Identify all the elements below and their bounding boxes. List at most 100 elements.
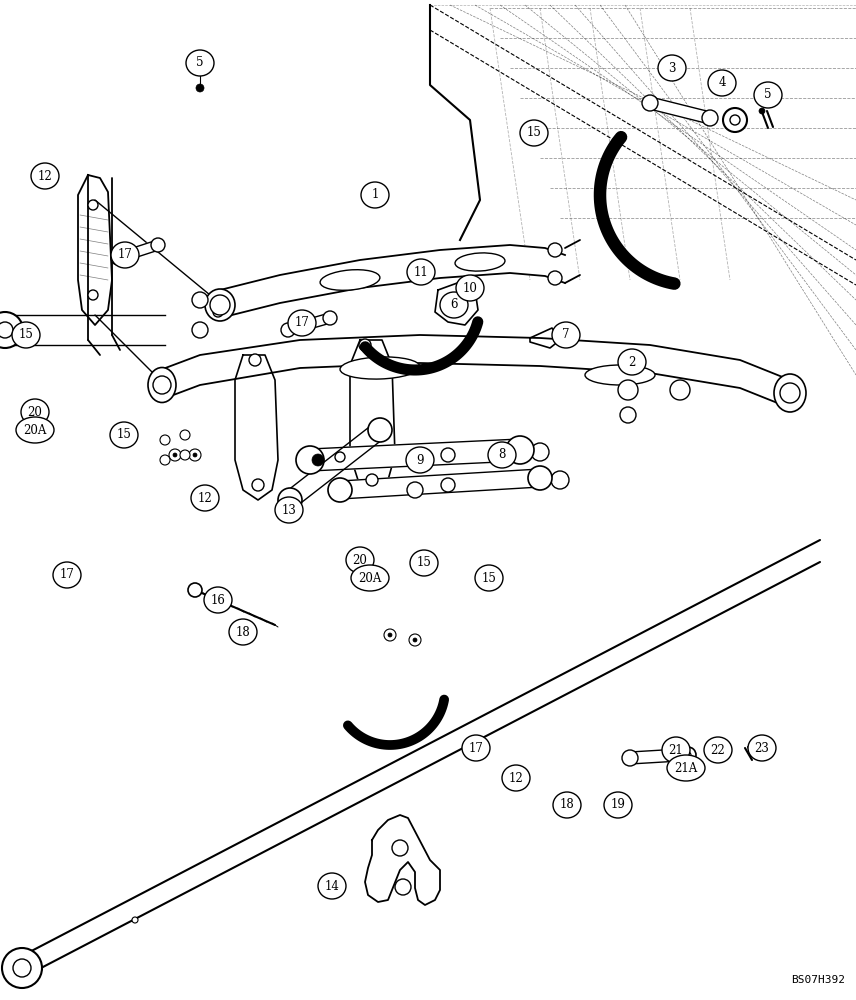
Ellipse shape	[488, 442, 516, 468]
Text: 15: 15	[482, 572, 496, 584]
Circle shape	[160, 455, 170, 465]
Circle shape	[213, 307, 223, 317]
Text: 20: 20	[27, 406, 43, 418]
Text: 20A: 20A	[23, 424, 47, 436]
Ellipse shape	[748, 735, 776, 761]
Ellipse shape	[520, 120, 548, 146]
Ellipse shape	[204, 587, 232, 613]
Circle shape	[323, 311, 337, 325]
Text: 21: 21	[669, 744, 683, 756]
Polygon shape	[235, 355, 278, 500]
Text: 22: 22	[710, 744, 725, 756]
Circle shape	[151, 238, 165, 252]
Circle shape	[281, 323, 295, 337]
Text: BS07H392: BS07H392	[791, 975, 845, 985]
Circle shape	[565, 806, 569, 810]
Text: 9: 9	[416, 454, 424, 466]
Text: 8: 8	[498, 448, 506, 462]
Circle shape	[2, 948, 42, 988]
Circle shape	[548, 271, 562, 285]
Ellipse shape	[229, 619, 257, 645]
Ellipse shape	[186, 50, 214, 76]
Text: 14: 14	[324, 880, 340, 892]
Text: 5: 5	[196, 56, 204, 70]
Ellipse shape	[110, 422, 138, 448]
Text: 17: 17	[294, 316, 309, 330]
Ellipse shape	[667, 755, 705, 781]
Text: 16: 16	[211, 593, 225, 606]
Circle shape	[160, 435, 170, 445]
Text: 12: 12	[198, 491, 212, 504]
Text: 12: 12	[508, 772, 523, 784]
Text: 15: 15	[19, 328, 33, 342]
Circle shape	[702, 110, 718, 126]
Polygon shape	[284, 423, 385, 507]
Circle shape	[680, 747, 696, 763]
Circle shape	[531, 443, 549, 461]
Circle shape	[210, 295, 230, 315]
Ellipse shape	[346, 547, 374, 573]
Ellipse shape	[148, 367, 176, 402]
Circle shape	[153, 376, 171, 394]
Circle shape	[312, 454, 324, 466]
Circle shape	[395, 879, 411, 895]
Circle shape	[561, 802, 573, 814]
Ellipse shape	[53, 562, 81, 588]
Ellipse shape	[320, 270, 380, 290]
Text: 4: 4	[718, 77, 726, 90]
Circle shape	[249, 354, 261, 366]
Ellipse shape	[191, 485, 219, 511]
Polygon shape	[287, 313, 331, 335]
Circle shape	[730, 115, 740, 125]
Ellipse shape	[12, 322, 40, 348]
Ellipse shape	[288, 310, 316, 336]
Circle shape	[711, 749, 717, 755]
Circle shape	[441, 478, 455, 492]
Text: 19: 19	[610, 798, 626, 812]
Ellipse shape	[406, 447, 434, 473]
Circle shape	[548, 243, 562, 257]
Circle shape	[359, 339, 371, 351]
Circle shape	[384, 629, 396, 641]
Text: 20: 20	[353, 554, 367, 566]
Polygon shape	[18, 540, 820, 980]
Circle shape	[296, 446, 324, 474]
Ellipse shape	[275, 497, 303, 523]
Text: 18: 18	[235, 626, 250, 639]
Circle shape	[685, 752, 691, 758]
Circle shape	[551, 471, 569, 489]
Text: 13: 13	[282, 504, 296, 516]
Ellipse shape	[462, 735, 490, 761]
Polygon shape	[649, 97, 711, 124]
Circle shape	[670, 380, 690, 400]
Circle shape	[780, 383, 800, 403]
Circle shape	[707, 745, 721, 759]
Circle shape	[614, 804, 622, 812]
Ellipse shape	[552, 322, 580, 348]
Circle shape	[723, 108, 747, 132]
Ellipse shape	[658, 55, 686, 81]
Circle shape	[441, 448, 455, 462]
Text: 15: 15	[116, 428, 132, 442]
Ellipse shape	[585, 365, 655, 385]
Polygon shape	[78, 175, 112, 325]
Circle shape	[180, 450, 190, 460]
Ellipse shape	[774, 374, 806, 412]
Circle shape	[618, 380, 638, 400]
Text: 15: 15	[526, 126, 542, 139]
Circle shape	[409, 634, 421, 646]
Ellipse shape	[340, 357, 420, 379]
Circle shape	[88, 200, 98, 210]
Ellipse shape	[662, 737, 690, 763]
Circle shape	[407, 452, 423, 468]
Polygon shape	[340, 469, 540, 499]
Ellipse shape	[553, 792, 581, 818]
Text: 2: 2	[628, 356, 636, 368]
Text: 12: 12	[38, 169, 52, 182]
Text: 18: 18	[560, 798, 574, 812]
Circle shape	[192, 292, 208, 308]
Ellipse shape	[708, 70, 736, 96]
Text: 17: 17	[117, 248, 133, 261]
Text: 7: 7	[562, 328, 570, 342]
Circle shape	[759, 108, 765, 114]
